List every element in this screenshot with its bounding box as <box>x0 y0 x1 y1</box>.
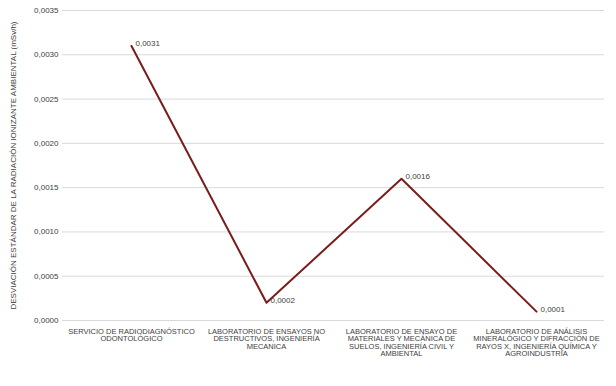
svg-text:0,0005: 0,0005 <box>34 272 59 281</box>
svg-text:DESVIACIÓN ESTÁNDAR DE LA RADI: DESVIACIÓN ESTÁNDAR DE LA RADIACIÓN IONI… <box>9 21 18 309</box>
svg-text:0,0025: 0,0025 <box>34 95 59 104</box>
svg-text:0,0010: 0,0010 <box>34 227 59 236</box>
svg-text:0,0015: 0,0015 <box>34 183 59 192</box>
svg-text:0,0020: 0,0020 <box>34 139 59 148</box>
svg-text:0,0016: 0,0016 <box>406 172 431 181</box>
svg-text:0,0000: 0,0000 <box>34 316 59 325</box>
svg-text:0,0030: 0,0030 <box>34 50 59 59</box>
svg-text:0,0001: 0,0001 <box>541 305 566 314</box>
svg-text:0,0002: 0,0002 <box>271 296 296 305</box>
svg-text:0,0031: 0,0031 <box>136 39 161 48</box>
svg-text:SERVICIO DE RADIODIAGNÓSTICOOD: SERVICIO DE RADIODIAGNÓSTICOODONTOLÓGICO <box>68 327 195 344</box>
svg-text:LABORATORIO DE ANÁLISISMINERAL: LABORATORIO DE ANÁLISISMINERALÓGICO Y DI… <box>473 327 599 359</box>
svg-text:LABORATORIO DE ENSAYOS NODESTR: LABORATORIO DE ENSAYOS NODESTRUCTIVOS, I… <box>208 327 325 351</box>
svg-text:0,0035: 0,0035 <box>34 6 59 15</box>
svg-text:LABORATORIO DE ENSAYO DEMATERI: LABORATORIO DE ENSAYO DEMATERIALES Y MEC… <box>346 327 457 359</box>
